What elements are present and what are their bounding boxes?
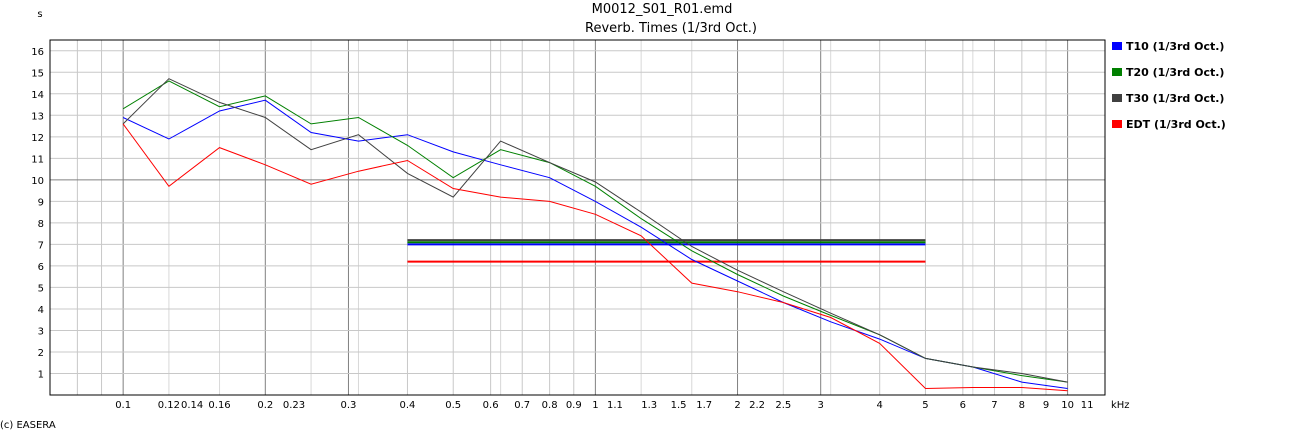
x-axis-unit-label: kHz xyxy=(1111,400,1130,411)
legend-entry: T10 (1/3rd Oct.) xyxy=(1126,40,1224,53)
x-tick-label: 2.5 xyxy=(775,400,791,411)
x-tick-label: 4 xyxy=(877,400,883,411)
x-tick-label: 0.16 xyxy=(208,400,230,411)
x-tick-label: 8 xyxy=(1019,400,1025,411)
x-tick-label: 0.14 xyxy=(181,400,203,411)
x-tick-label: 0.3 xyxy=(341,400,357,411)
y-tick-label: 8 xyxy=(38,219,44,230)
y-tick-label: 12 xyxy=(31,133,44,144)
y-tick-label: 9 xyxy=(38,197,44,208)
x-tick-label: 2.2 xyxy=(749,400,765,411)
x-tick-label: 0.12 xyxy=(158,400,180,411)
x-tick-label: 10 xyxy=(1061,400,1074,411)
y-tick-label: 4 xyxy=(38,305,44,316)
x-tick-label: 0.6 xyxy=(483,400,499,411)
x-tick-label: 0.7 xyxy=(514,400,530,411)
y-tick-label: 2 xyxy=(38,348,44,359)
y-axis-unit-label: s xyxy=(37,9,42,20)
x-tick-label: 0.1 xyxy=(115,400,131,411)
y-tick-label: 15 xyxy=(31,68,44,79)
legend-swatch xyxy=(1112,68,1122,76)
x-tick-label: 9 xyxy=(1043,400,1049,411)
chart-subtitle: Reverb. Times (1/3rd Oct.) xyxy=(585,21,757,36)
legend-swatch xyxy=(1112,120,1122,128)
y-tick-label: 6 xyxy=(38,262,44,273)
y-tick-label: 16 xyxy=(31,47,44,58)
series-line xyxy=(122,123,1068,392)
x-tick-label: 0.5 xyxy=(445,400,461,411)
x-tick-label: 2 xyxy=(734,400,740,411)
y-tick-label: 14 xyxy=(31,90,44,101)
copyright-text: (c) EASERA xyxy=(0,420,56,431)
y-tick-label: 10 xyxy=(31,176,44,187)
y-tick-label: 11 xyxy=(31,154,44,165)
legend-entry: EDT (1/3rd Oct.) xyxy=(1126,118,1226,131)
grid xyxy=(50,40,1105,395)
x-tick-label: 1.1 xyxy=(607,400,623,411)
average-lines xyxy=(407,239,926,263)
x-tick-label: 0.2 xyxy=(257,400,273,411)
x-tick-label: 0.23 xyxy=(283,400,305,411)
legend-entry: T20 (1/3rd Oct.) xyxy=(1126,66,1224,79)
x-tick-label: 1 xyxy=(592,400,598,411)
x-tick-label: 5 xyxy=(922,400,928,411)
series-line xyxy=(122,78,1068,383)
y-tick-label: 5 xyxy=(38,283,44,294)
y-tick-label: 7 xyxy=(38,240,44,251)
series-lines xyxy=(122,78,1068,392)
legend-swatch xyxy=(1112,94,1122,102)
x-tick-label: 11 xyxy=(1081,400,1094,411)
y-tick-label: 13 xyxy=(31,111,44,122)
y-tick-label: 3 xyxy=(38,326,44,337)
x-tick-label: 1.7 xyxy=(696,400,712,411)
x-tick-label: 1.5 xyxy=(671,400,687,411)
y-tick-label: 1 xyxy=(38,369,44,380)
x-tick-label: 0.4 xyxy=(400,400,416,411)
chart-title: M0012_S01_R01.emd xyxy=(592,2,733,17)
legend-swatch xyxy=(1112,42,1122,50)
x-tick-label: 7 xyxy=(991,400,997,411)
series-line xyxy=(122,99,1068,389)
x-tick-label: 0.8 xyxy=(542,400,558,411)
x-tick-label: 0.9 xyxy=(566,400,582,411)
x-tick-label: 3 xyxy=(818,400,824,411)
legend: T10 (1/3rd Oct.) T20 (1/3rd Oct.) T30 (1/3… xyxy=(1112,40,1226,131)
legend-entry: T30 (1/3rd Oct.) xyxy=(1126,92,1224,105)
x-tick-label: 6 xyxy=(960,400,966,411)
plot-frame xyxy=(49,39,1106,396)
x-tick-label: 1.3 xyxy=(641,400,657,411)
